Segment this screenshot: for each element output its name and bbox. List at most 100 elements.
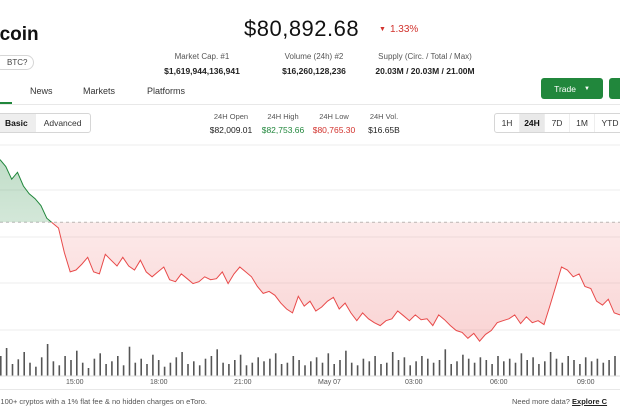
volume-bar <box>567 356 569 376</box>
trade-button[interactable]: Trade ▼ <box>541 78 603 99</box>
ohlc-value: $82,009.01 <box>209 125 253 135</box>
stat-label: Market Cap. #1 <box>174 52 230 61</box>
volume-bar <box>222 362 224 376</box>
volume-bar <box>602 362 605 376</box>
stat-value: 20.03M / 20.03M / 21.00M <box>375 66 475 76</box>
volume-bar <box>117 356 119 376</box>
volume-bar <box>198 365 201 376</box>
x-tick-label: May 07 <box>318 379 341 386</box>
range-24h-button[interactable]: 24H <box>520 114 545 132</box>
volume-bar <box>508 358 511 376</box>
volume-bar <box>532 357 534 376</box>
x-tick-label: 21:00 <box>234 379 252 386</box>
divider <box>0 389 620 390</box>
view-advanced-button[interactable]: Advanced <box>43 118 82 128</box>
volume-bar <box>111 361 113 376</box>
volume-bar <box>193 361 195 376</box>
volume-bar <box>327 353 330 376</box>
secondary-action-button[interactable] <box>609 78 620 99</box>
ohlc-label: 24H Open <box>213 112 249 121</box>
volume-bar <box>292 356 295 376</box>
volume-bar <box>105 364 107 376</box>
volume-bar <box>544 361 546 376</box>
range-ytd-button[interactable]: YTD <box>601 118 619 128</box>
volume-bar <box>315 357 318 376</box>
tab-platforms[interactable]: Platforms <box>147 86 186 96</box>
volume-bar <box>0 356 2 376</box>
chart-view-toggle: Basic Advanced <box>0 113 91 133</box>
coin-symbol-badge[interactable]: BTC? <box>0 55 35 70</box>
range-1m-button[interactable]: 1M <box>570 114 595 132</box>
chart-areas <box>0 159 620 342</box>
trade-button-label: Trade <box>554 83 576 94</box>
ohlc-open: 24H Open $82,009.01 <box>203 112 259 135</box>
volume-bar <box>93 358 96 376</box>
stat-value: $1,619,944,136,941 <box>164 66 240 76</box>
volume-bar <box>479 357 482 376</box>
volume-bar <box>58 365 61 376</box>
volume-bar <box>608 360 610 376</box>
stat-market-cap: Market Cap. #1 $1,619,944,136,941 <box>150 52 254 76</box>
volume-bar <box>234 360 236 376</box>
volume-bar <box>503 361 505 376</box>
volume-bar <box>386 362 388 376</box>
explore-link[interactable]: Explore C <box>572 397 608 406</box>
x-tick-label: 09:00 <box>577 379 595 386</box>
stat-label: Supply (Circ. / Total / Max) <box>378 52 472 61</box>
x-tick-label: 15:00 <box>66 379 84 386</box>
volume-bar <box>29 362 31 376</box>
ohlc-label: 24H Low <box>319 112 349 121</box>
volume-bar <box>146 364 148 376</box>
volume-bar <box>350 362 353 376</box>
volume-bar <box>81 362 84 376</box>
ohlc-low: 24H Low $80,765.30 <box>306 112 362 135</box>
volume-bar <box>450 364 452 376</box>
tab-markets[interactable]: Markets <box>83 86 116 96</box>
volume-bar <box>245 365 248 376</box>
ohlc-value: $80,765.30 <box>312 125 356 135</box>
volume-bar <box>391 352 394 376</box>
volume-bar <box>403 357 406 376</box>
time-range-selector: 1H 24H 7D 1M YTD <box>494 113 620 133</box>
volume-bar <box>228 364 230 376</box>
volume-bar <box>462 354 464 376</box>
ohlc-high: 24H High $82,753.66 <box>255 112 311 135</box>
divider <box>0 104 620 105</box>
volume-bar <box>181 352 183 376</box>
volume-bar <box>356 365 359 376</box>
volume-bar <box>321 362 324 376</box>
more-data-text: Need more data? Explore C <box>512 397 607 406</box>
volume-bar <box>157 360 160 376</box>
tab-news[interactable]: News <box>30 86 53 96</box>
volume-bar <box>549 352 552 376</box>
ohlc-value: $82,753.66 <box>261 125 305 135</box>
volume-bar <box>263 361 265 376</box>
volume-bar <box>274 353 277 376</box>
volume-bar <box>491 364 493 376</box>
volume-bar <box>438 360 441 376</box>
volume-bar <box>23 352 25 376</box>
volume-bar <box>187 364 189 376</box>
volume-bar <box>333 364 335 376</box>
volume-bar <box>397 360 400 376</box>
volume-bar <box>134 362 137 376</box>
stat-value: $16,260,128,236 <box>282 66 346 76</box>
caret-down-icon: ▼ <box>583 85 590 92</box>
price-chart[interactable] <box>0 0 620 390</box>
volume-bar <box>304 365 306 376</box>
volume-bar <box>163 366 166 376</box>
range-1h-button[interactable]: 1H <box>495 114 520 132</box>
volume-bar <box>584 357 587 376</box>
range-7d-button[interactable]: 7D <box>545 114 570 132</box>
volume-bar <box>573 360 575 376</box>
view-basic-button[interactable]: Basic <box>0 114 36 132</box>
volume-bar <box>40 357 43 376</box>
volume-bar <box>514 362 517 376</box>
promo-text: de 100+ cryptos with a 1% flat fee & no … <box>0 397 208 406</box>
stat-supply: Supply (Circ. / Total / Max) 20.03M / 20… <box>362 52 488 76</box>
x-tick-label: 18:00 <box>150 379 168 386</box>
volume-bar <box>345 350 347 376</box>
volume-bar <box>175 357 178 376</box>
coin-name: itcoin <box>0 24 39 45</box>
volume-bar <box>362 358 365 376</box>
